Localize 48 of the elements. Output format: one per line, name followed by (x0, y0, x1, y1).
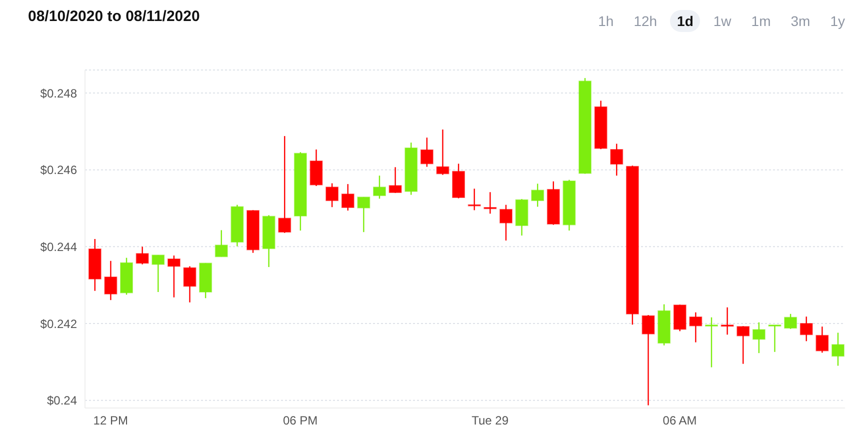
candlestick (768, 324, 782, 353)
y-tick-label: $0.242 (40, 316, 78, 331)
candlestick (484, 192, 497, 214)
text: 3m (790, 12, 812, 31)
text: 12h (632, 12, 658, 31)
candlestick (420, 137, 434, 168)
candlestick (784, 313, 798, 330)
candlestick (689, 312, 702, 343)
candlestick (436, 128, 450, 176)
candlestick (310, 148, 323, 187)
candlestick (499, 204, 512, 242)
x-tick-label: Tue 29 (472, 414, 509, 428)
candlestick (326, 182, 339, 208)
candlestick (104, 260, 118, 301)
candlestick (736, 326, 750, 364)
candlestick (278, 135, 292, 234)
candlestick (468, 188, 481, 211)
y-tick-label: $0.246 (40, 163, 78, 178)
text: 1y (829, 12, 846, 31)
candlestick (610, 143, 624, 176)
text: 1h (597, 12, 615, 31)
text: 1d (670, 10, 700, 32)
candlestick (214, 230, 228, 258)
candlestick (752, 322, 766, 354)
chart-title: 08/10/2020 to 08/11/2020 (28, 8, 200, 25)
candlestick (388, 166, 402, 194)
candlestick (167, 254, 180, 298)
candlestick (136, 246, 149, 265)
candlestick (720, 306, 734, 336)
candlestick (531, 183, 544, 208)
candlestick (816, 326, 829, 354)
candlestick (152, 254, 165, 293)
text: 1w (712, 12, 732, 31)
y-tick-label: $0.244 (40, 240, 78, 254)
x-tick-label: 12 PM (93, 414, 128, 428)
candlestick (357, 196, 370, 233)
candlestick (341, 183, 354, 212)
candlestick (705, 316, 718, 368)
x-tick-label: 06 PM (282, 414, 318, 428)
candlestick (372, 175, 386, 200)
candlestick (800, 316, 813, 342)
y-tick-label: $0.24 (46, 394, 78, 408)
x-tick-label: 06 AM (662, 414, 697, 428)
candlestick (831, 332, 844, 366)
text: 1m (750, 12, 772, 31)
candlestick (183, 266, 196, 303)
y-tick-label: $0.248 (40, 86, 78, 100)
candlestick (642, 314, 655, 406)
